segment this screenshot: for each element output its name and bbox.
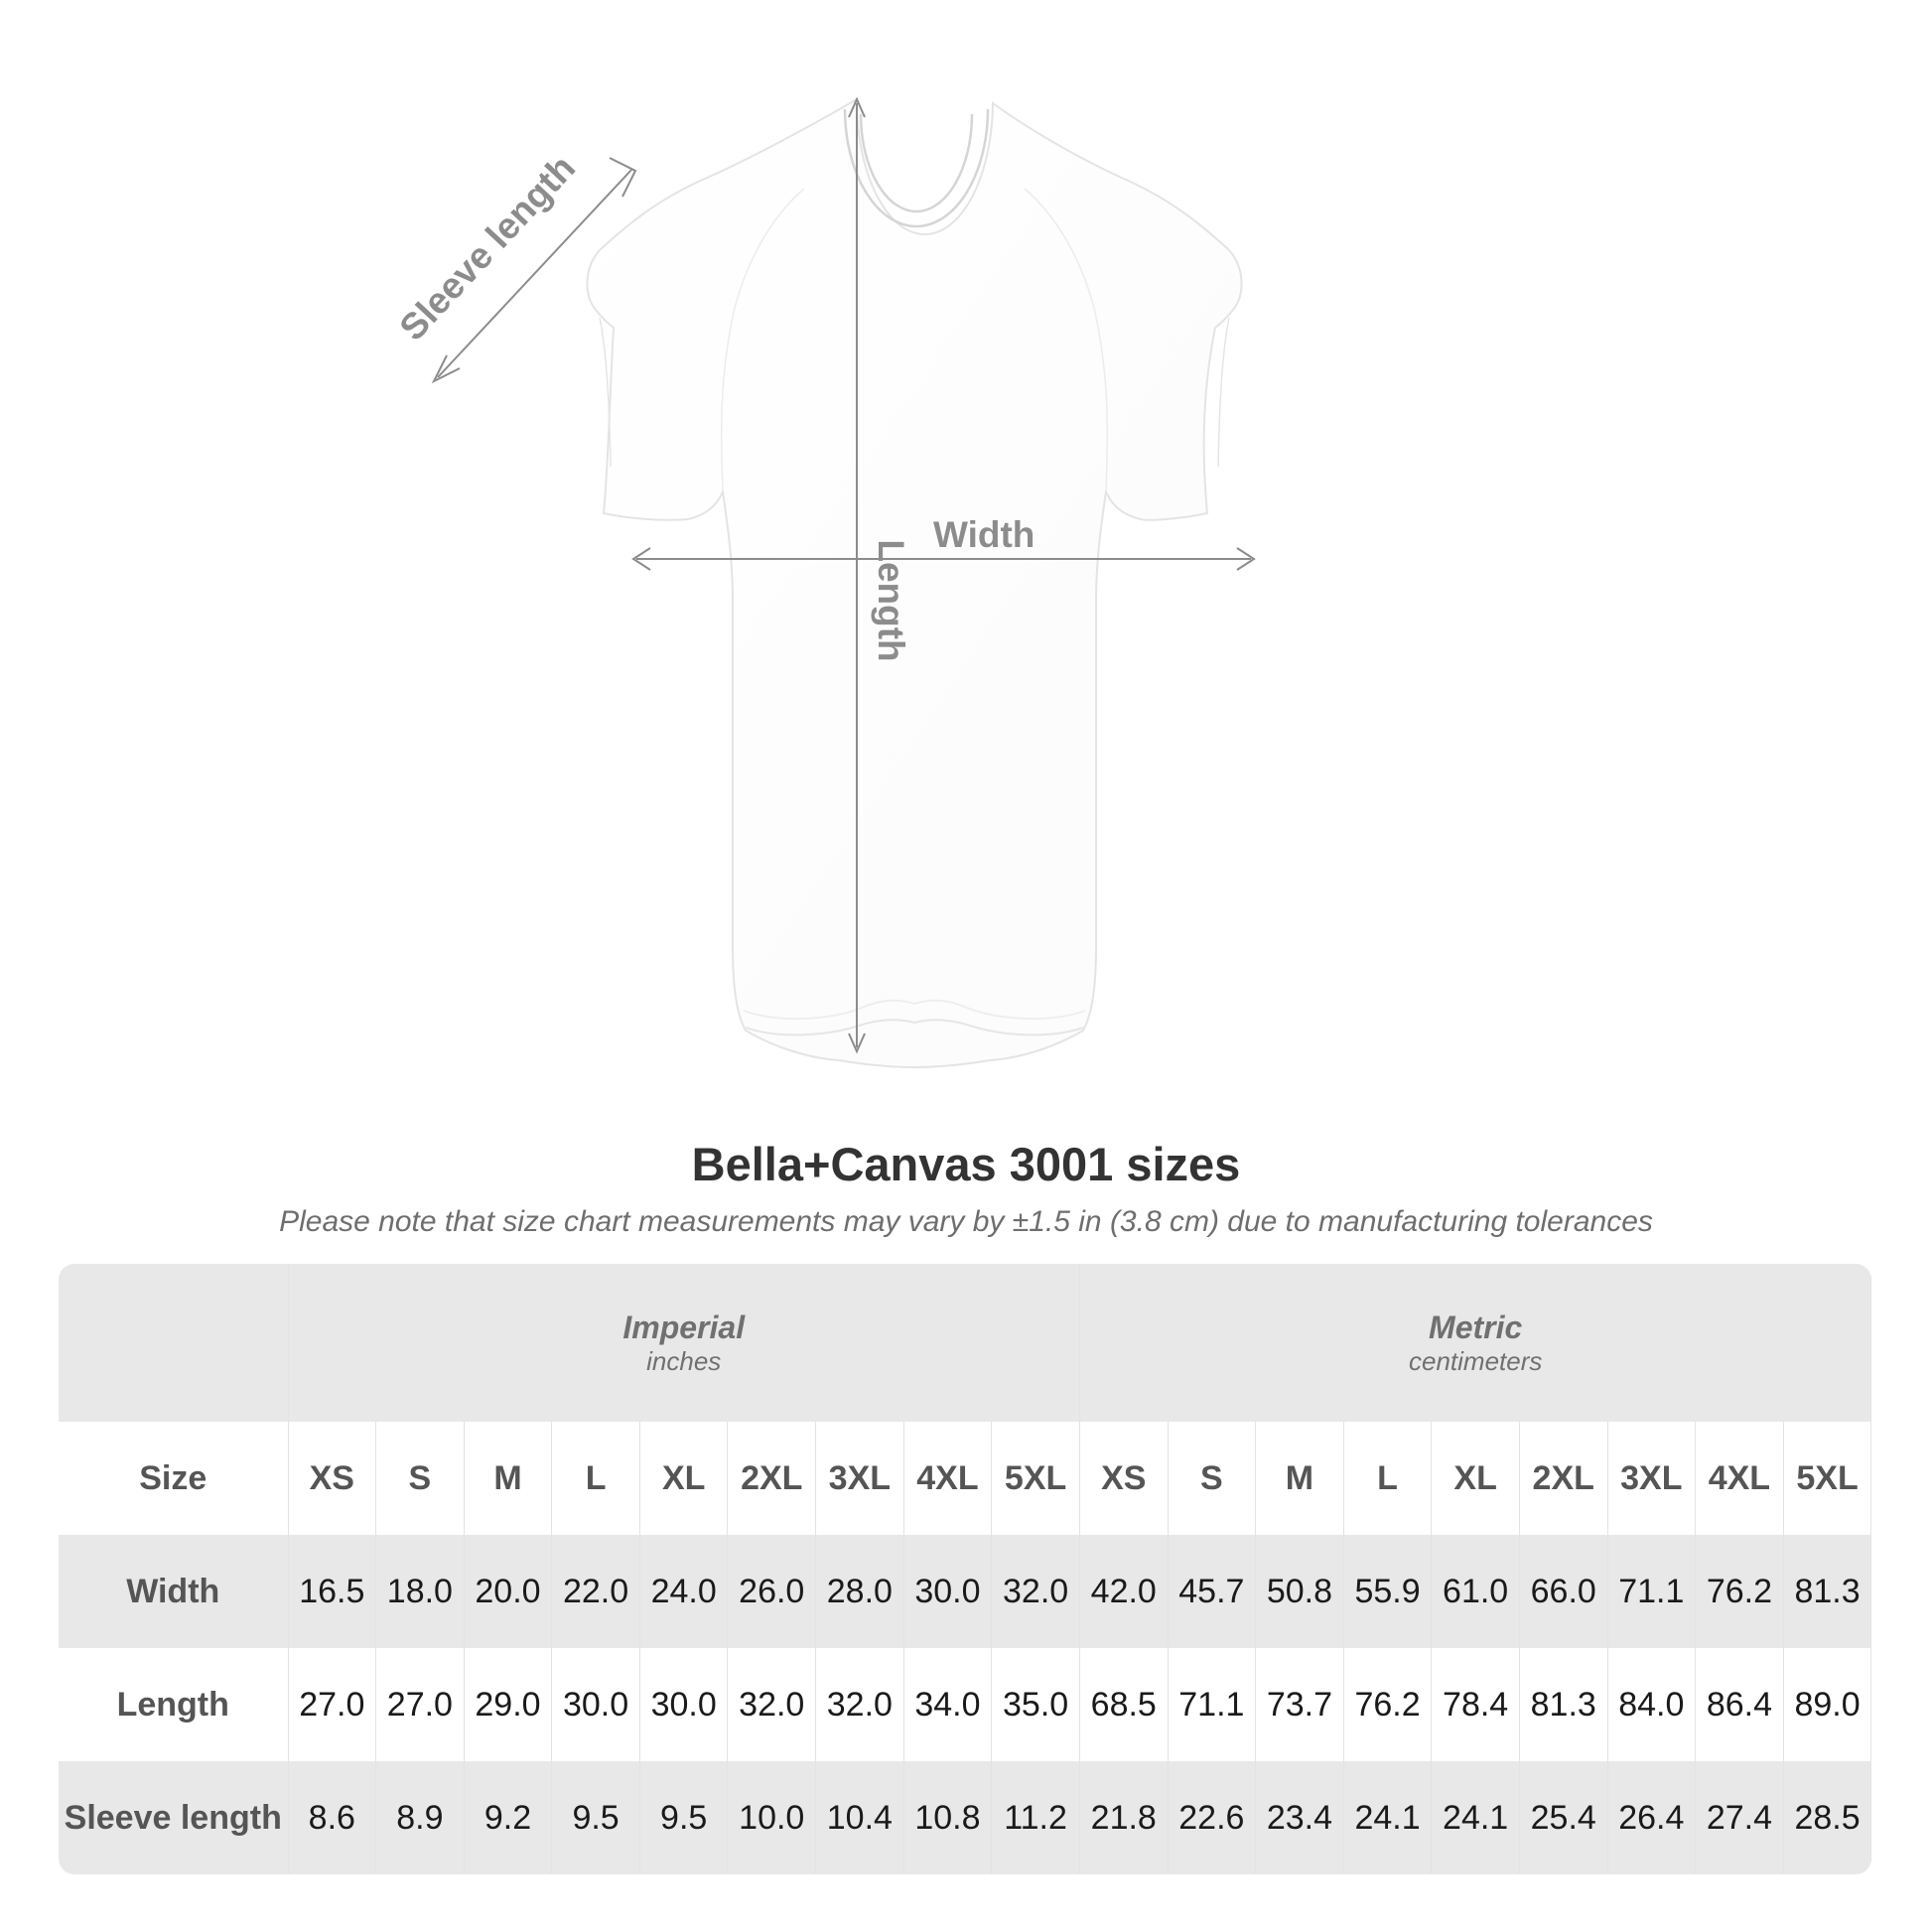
svg-text:Width: Width bbox=[933, 514, 1035, 555]
svg-text:Sleeve length: Sleeve length bbox=[392, 147, 584, 347]
svg-text:Length: Length bbox=[871, 539, 911, 661]
